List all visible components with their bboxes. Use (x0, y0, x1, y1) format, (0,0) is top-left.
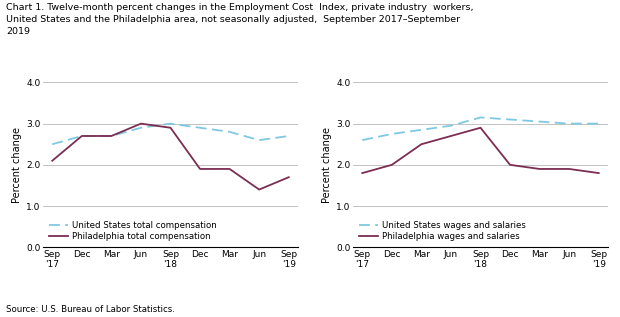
Legend: United States wages and salaries, Philadelphia wages and salaries: United States wages and salaries, Philad… (358, 219, 528, 243)
Legend: United States total compensation, Philadelphia total compensation: United States total compensation, Philad… (48, 219, 218, 243)
Text: Source: U.S. Bureau of Labor Statistics.: Source: U.S. Bureau of Labor Statistics. (6, 305, 175, 314)
Y-axis label: Percent change: Percent change (322, 127, 332, 203)
Y-axis label: Percent change: Percent change (12, 127, 22, 203)
Text: Chart 1. Twelve-month percent changes in the Employment Cost  Index, private ind: Chart 1. Twelve-month percent changes in… (6, 3, 474, 36)
